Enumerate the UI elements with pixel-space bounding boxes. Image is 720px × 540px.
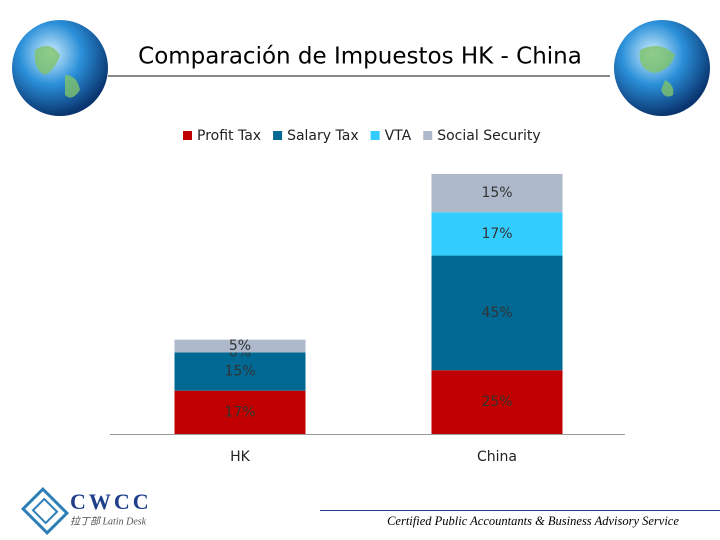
value-label: 17% (481, 226, 512, 242)
bar-segment (431, 212, 563, 256)
bar-segment (431, 370, 563, 434)
legend-swatch (370, 131, 380, 140)
bar-segment (174, 339, 306, 353)
logo: CWCC 拉丁部 Latin Desk (20, 486, 152, 536)
logo-subtitle: 拉丁部 Latin Desk (70, 515, 147, 527)
legend-swatch (273, 131, 283, 140)
x-tick-label: HK (230, 449, 251, 465)
legend-label: Salary Tax (287, 128, 359, 144)
bar-segment (431, 174, 563, 213)
logo-name: CWCC (70, 489, 152, 514)
legend-swatch (423, 131, 433, 140)
globe-left (12, 20, 108, 116)
legend-label: VTA (385, 128, 412, 144)
value-label: 25% (481, 394, 512, 410)
legend-label: Profit Tax (197, 128, 261, 144)
legend-label: Social Security (437, 128, 540, 144)
value-label: 15% (224, 364, 255, 380)
value-label: 15% (481, 185, 512, 201)
chart-title: Comparación de Impuestos HK - China (138, 44, 582, 70)
globe-right (614, 20, 710, 116)
plot: Profit Tax Salary Tax VTA Social Security HK… (174, 128, 563, 465)
footer: Certified Public Accountants & Business … (387, 514, 679, 528)
x-tick-label: China (477, 449, 517, 465)
legend-swatch (183, 131, 192, 140)
bar-segment (174, 352, 306, 391)
bar-segment (174, 390, 306, 434)
value-label: 45% (481, 305, 512, 321)
value-label: 5% (229, 338, 251, 354)
bar-segment (431, 255, 563, 371)
value-label: 17% (224, 404, 255, 420)
